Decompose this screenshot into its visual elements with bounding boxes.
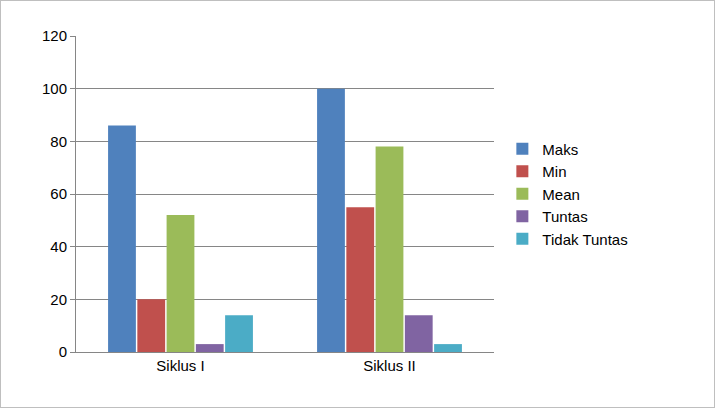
svg-text:60: 60: [50, 185, 67, 202]
svg-text:80: 80: [50, 133, 67, 150]
svg-text:20: 20: [50, 291, 67, 308]
svg-text:0: 0: [59, 343, 67, 360]
svg-text:Tidak Tuntas: Tidak Tuntas: [542, 231, 627, 248]
svg-text:Min: Min: [542, 163, 566, 180]
svg-text:120: 120: [42, 27, 67, 44]
svg-text:Siklus II: Siklus II: [363, 357, 416, 374]
svg-text:100: 100: [42, 80, 67, 97]
svg-text:Tuntas: Tuntas: [542, 208, 587, 225]
svg-text:Maks: Maks: [542, 141, 578, 158]
svg-text:Mean: Mean: [542, 186, 580, 203]
svg-text:40: 40: [50, 238, 67, 255]
svg-text:Siklus I: Siklus I: [156, 357, 204, 374]
